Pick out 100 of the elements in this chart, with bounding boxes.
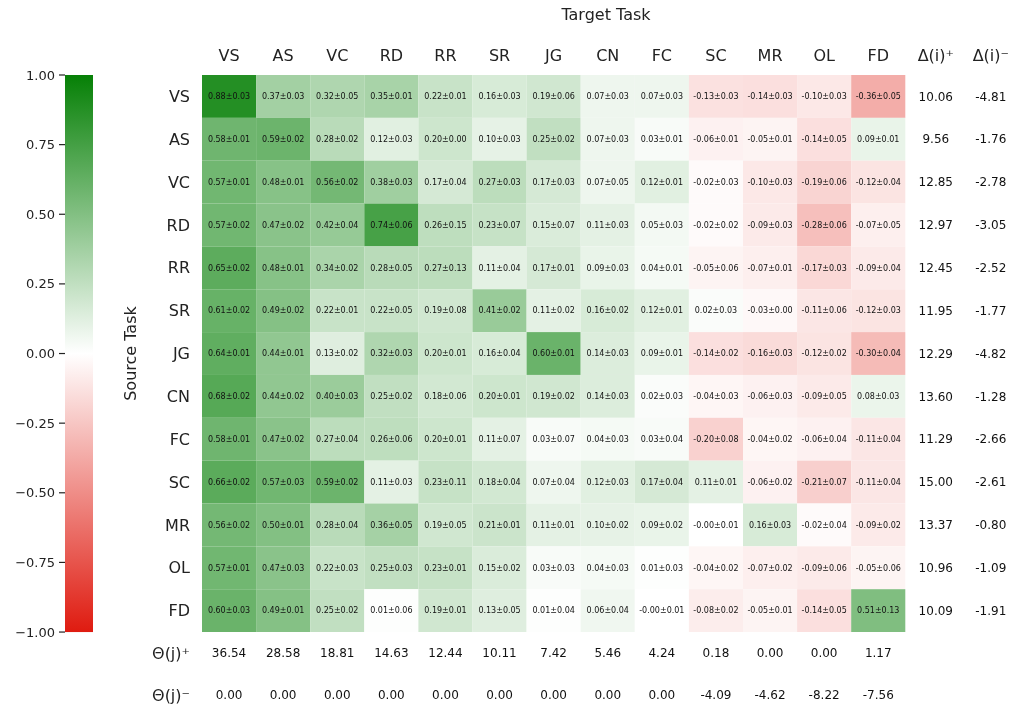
data-label: 0.10±0.02 <box>586 520 629 530</box>
data-label: -4.81 <box>975 89 1007 104</box>
data-label: -4.09 <box>700 688 732 703</box>
data-label: 0.06±0.04 <box>586 606 629 616</box>
data-label: -7.56 <box>862 688 894 703</box>
data-label: -2.52 <box>975 261 1007 276</box>
data-label: 18.81 <box>320 646 355 661</box>
y-tick-label: Θ(j)⁻ <box>152 685 190 705</box>
data-label: -0.07±0.05 <box>855 220 901 230</box>
data-label: 12.29 <box>918 346 953 361</box>
data-label: -1.76 <box>975 132 1007 147</box>
data-label: -0.02±0.04 <box>801 520 847 530</box>
data-label: -0.21±0.07 <box>801 477 847 487</box>
data-label: -1.77 <box>975 303 1007 318</box>
data-label: 0.11±0.07 <box>478 435 521 445</box>
data-label: -0.12±0.02 <box>801 349 847 359</box>
data-label: 0.00 <box>594 688 622 703</box>
y-tick-label: AS <box>168 129 190 149</box>
color-bar-label: 0.50 <box>26 206 55 222</box>
data-label: -4.62 <box>754 688 786 703</box>
data-label: 0.25±0.02 <box>316 606 359 616</box>
data-label: -0.09±0.06 <box>801 563 847 573</box>
data-label: 0.40±0.03 <box>316 392 359 402</box>
data-label: -0.09±0.05 <box>801 392 847 402</box>
data-label: 0.28±0.02 <box>316 135 359 145</box>
data-label: -0.17±0.03 <box>801 263 847 273</box>
data-label: 0.11±0.03 <box>586 220 629 230</box>
data-label: 0.09±0.01 <box>640 349 684 359</box>
data-label: 0.19±0.06 <box>532 92 575 102</box>
color-bar-label: −0.25 <box>15 415 55 431</box>
data-label: 0.14±0.03 <box>586 392 629 402</box>
data-label: -0.28±0.06 <box>801 220 847 230</box>
data-label: 0.57±0.01 <box>207 177 251 187</box>
data-label: 0.01±0.06 <box>370 606 413 616</box>
data-label: 0.49±0.01 <box>261 606 305 616</box>
data-label: -1.09 <box>975 560 1007 575</box>
data-label: 0.22±0.01 <box>424 92 467 102</box>
data-label: 0.02±0.03 <box>694 306 738 316</box>
data-label: -0.11±0.04 <box>855 477 901 487</box>
color-bar-label: 1.00 <box>26 67 55 83</box>
data-label: 1.17 <box>864 646 892 661</box>
y-tick-label: JG <box>171 344 190 364</box>
color-bar-label: 0.00 <box>26 346 55 362</box>
data-label: 0.00 <box>377 688 405 703</box>
data-label: 0.20±0.01 <box>424 349 467 359</box>
data-label: 0.58±0.01 <box>207 435 251 445</box>
x-tick-label: VS <box>218 46 240 65</box>
data-label: 0.19±0.08 <box>424 306 467 316</box>
data-label: 0.17±0.04 <box>640 477 684 487</box>
data-label: 0.11±0.04 <box>478 263 521 273</box>
data-label: 0.41±0.02 <box>478 306 521 316</box>
y-tick-label: SR <box>168 301 190 321</box>
data-label: -0.36±0.05 <box>855 92 901 102</box>
data-label: 12.97 <box>918 218 953 233</box>
data-label: 0.47±0.02 <box>261 220 305 230</box>
data-label: 0.00 <box>323 688 351 703</box>
data-label: 0.07±0.04 <box>532 477 575 487</box>
data-label: 0.58±0.01 <box>207 135 251 145</box>
data-label: 0.03±0.07 <box>532 435 575 445</box>
x-tick-label: RR <box>434 46 457 65</box>
data-label: 0.23±0.07 <box>478 220 521 230</box>
data-label: 0.44±0.02 <box>261 392 305 402</box>
data-label: 0.05±0.03 <box>640 220 684 230</box>
data-label: 10.09 <box>918 603 953 618</box>
data-label: 0.56±0.02 <box>316 177 359 187</box>
data-label: -2.61 <box>975 475 1007 490</box>
data-label: 0.57±0.01 <box>207 563 251 573</box>
y-axis-title: Source Task <box>121 305 140 401</box>
data-label: 0.12±0.01 <box>640 177 684 187</box>
data-label: 0.00 <box>810 646 838 661</box>
data-label: 0.56±0.02 <box>207 520 251 530</box>
data-label: 12.45 <box>918 261 953 276</box>
data-label: 0.03±0.04 <box>640 435 684 445</box>
x-tick-label: Δ(i)⁺ <box>917 46 954 65</box>
data-label: 0.04±0.01 <box>640 263 684 273</box>
data-label: 14.63 <box>374 646 409 661</box>
data-label: 0.36±0.05 <box>370 520 413 530</box>
data-label: 0.01±0.04 <box>532 606 575 616</box>
data-label: 4.24 <box>648 646 676 661</box>
data-label: 0.11±0.03 <box>370 477 413 487</box>
data-label: 0.27±0.13 <box>424 263 467 273</box>
y-tick-label: MR <box>165 515 190 535</box>
x-tick-label: SC <box>705 46 727 65</box>
data-label: 0.13±0.02 <box>316 349 359 359</box>
data-label: 0.47±0.02 <box>261 435 305 445</box>
data-label: -0.07±0.02 <box>747 563 793 573</box>
x-tick-label: AS <box>272 46 294 65</box>
color-bar-label: −0.75 <box>15 554 55 570</box>
x-tick-label: FC <box>651 46 673 65</box>
data-label: 0.64±0.01 <box>207 349 251 359</box>
data-label: -0.03±0.00 <box>747 306 793 316</box>
data-label: 0.47±0.03 <box>261 563 305 573</box>
data-label: 0.23±0.01 <box>424 563 467 573</box>
data-label: 0.35±0.01 <box>370 92 413 102</box>
data-label: 0.26±0.06 <box>370 435 413 445</box>
data-label: 0.16±0.02 <box>586 306 629 316</box>
data-label: 0.07±0.05 <box>586 177 629 187</box>
data-label: 0.11±0.02 <box>532 306 575 316</box>
data-label: 0.00 <box>215 688 243 703</box>
data-label: 0.48±0.01 <box>261 177 305 187</box>
